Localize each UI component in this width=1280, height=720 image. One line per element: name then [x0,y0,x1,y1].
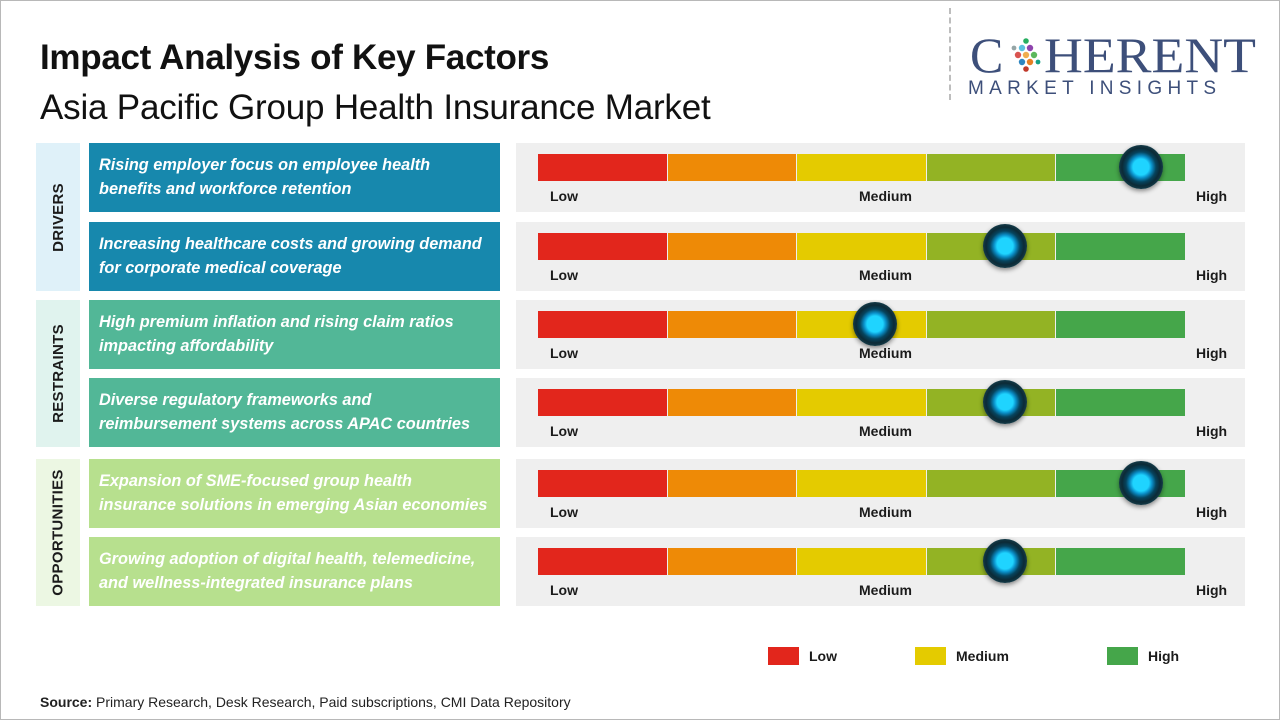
impact-marker-knob [852,302,897,346]
legend-high: High [1107,647,1179,665]
gauge-label-medium: Medium [859,582,912,598]
legend-low-swatch [768,647,799,665]
gauge-segment [797,548,926,575]
gauge-label-low: Low [550,582,578,598]
impact-marker-knob [1118,145,1163,189]
legend-medium-label: Medium [956,648,1009,664]
gauge-segment [926,311,1056,338]
impact-gauge: Low Medium High [516,459,1245,528]
gauge-segment [1056,548,1185,575]
impact-marker-knob [982,224,1027,268]
legend-low-label: Low [809,648,837,664]
gauge-label-low: Low [550,267,578,283]
gauge-segment [667,470,797,497]
coherent-logo: C HERENT [970,30,1256,78]
impact-gauge: Low Medium High [516,222,1245,291]
gauge-segment [538,154,667,181]
gauge-segment [797,154,926,181]
impact-gauge: Low Medium High [516,300,1245,369]
chart-subtitle: Asia Pacific Group Health Insurance Mark… [40,88,711,127]
gauge-label-high: High [1196,423,1228,439]
legend-high-label: High [1148,648,1180,664]
impact-marker-knob [982,380,1027,424]
impact-gauge: Low Medium High [516,143,1245,212]
gauge-segment [667,548,797,575]
logo-dot-mark-icon [1011,38,1041,72]
category-restraints: RESTRAINTS [36,300,80,447]
svg-text:C: C [970,30,1003,78]
gauge-label-medium: Medium [859,423,912,439]
gauge-segment [667,311,797,338]
gauge-segment [538,233,667,260]
factor-text: Diverse regulatory frameworks and reimbu… [89,378,500,447]
gauge-segment [797,389,926,416]
gauge-label-low: Low [550,188,578,204]
source-note: Source: Primary Research, Desk Research,… [40,694,571,710]
impact-gauge: Low Medium High [516,378,1245,447]
gauge-segment [797,233,926,260]
factor-text: High premium inflation and rising claim … [89,300,500,369]
gauge-segment [1056,233,1185,260]
gauge-segment [1056,389,1185,416]
factor-text: Rising employer focus on employee health… [89,143,500,212]
gauge-segment [538,389,667,416]
gauge-label-low: Low [550,345,578,361]
category-opportunities: OPPORTUNITIES [36,459,80,606]
factor-text: Increasing healthcare costs and growing … [89,222,500,291]
category-label: DRIVERS [49,182,67,252]
gauge-label-medium: Medium [859,188,912,204]
gauge-segment [926,470,1056,497]
gauge-label-low: Low [550,504,578,520]
gauge-segment [797,470,926,497]
impact-marker-knob [982,539,1027,583]
category-label: OPPORTUNITIES [49,469,67,596]
gauge-label-medium: Medium [859,345,912,361]
gauge-segment [538,311,667,338]
logo-tagline: MARKET INSIGHTS [968,78,1222,99]
gauge-label-high: High [1196,188,1228,204]
gauge-label-medium: Medium [859,504,912,520]
gauge-segment [667,233,797,260]
gauge-segment [538,470,667,497]
source-label: Source: [40,694,93,710]
gauge-label-high: High [1196,582,1228,598]
gauge-segment [538,548,667,575]
factor-text: Expansion of SME-focused group health in… [89,459,500,528]
legend-high-swatch [1107,647,1138,665]
category-drivers: DRIVERS [36,143,80,291]
logo-divider [949,8,951,100]
gauge-segment [667,389,797,416]
gauge-label-low: Low [550,423,578,439]
gauge-segment [1056,311,1185,338]
factor-text: Growing adoption of digital health, tele… [89,537,500,606]
gauge-label-high: High [1196,504,1228,520]
legend-low: Low [768,647,837,665]
gauge-label-high: High [1196,267,1228,283]
impact-gauge: Low Medium High [516,537,1245,606]
legend-medium-swatch [915,647,946,665]
category-label: RESTRAINTS [49,324,67,423]
gauge-label-medium: Medium [859,267,912,283]
legend-medium: Medium [915,647,1009,665]
gauge-segment [926,154,1056,181]
gauge-segment [667,154,797,181]
chart-title: Impact Analysis of Key Factors [40,38,550,77]
svg-text:HERENT: HERENT [1044,30,1256,78]
gauge-label-high: High [1196,345,1228,361]
source-text: Primary Research, Desk Research, Paid su… [92,694,571,710]
impact-marker-knob [1118,461,1163,505]
